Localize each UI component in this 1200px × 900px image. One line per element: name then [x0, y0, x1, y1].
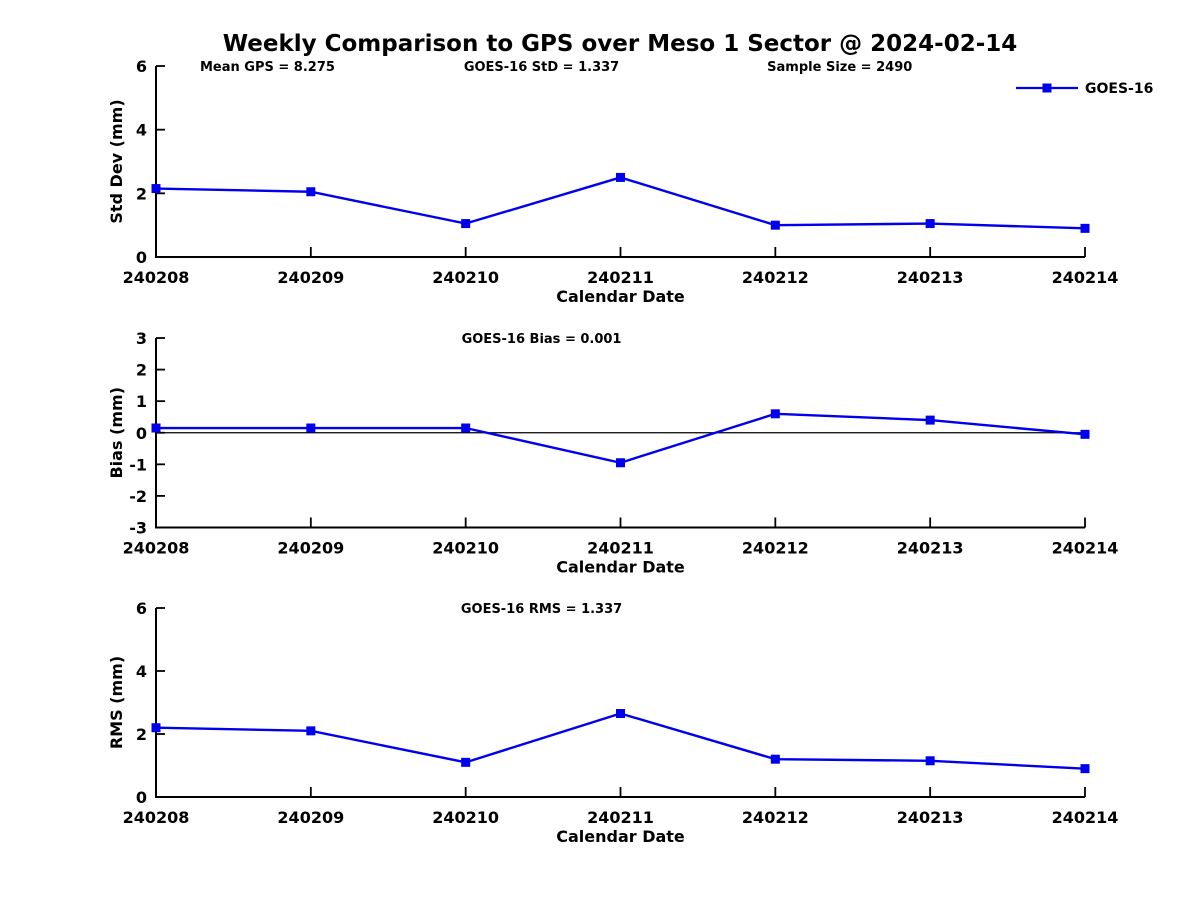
y-tick-label: -3	[129, 519, 147, 538]
data-point-marker	[151, 723, 161, 733]
series-line-goes-16	[155, 712, 1086, 770]
x-tick-label: 240208	[123, 268, 190, 287]
data-point-marker	[461, 219, 471, 229]
x-tick-label: 240211	[587, 268, 654, 287]
data-point-marker	[151, 184, 161, 194]
x-tick-label: 240209	[277, 539, 344, 558]
data-point-marker	[461, 423, 471, 433]
y-tick-label: 0	[136, 248, 147, 267]
data-point-marker	[1080, 764, 1090, 774]
x-tick-label: 240208	[123, 539, 190, 558]
subplot-rms: 0 2 4 6 240208 240209 240210 240211 240212 240213…	[107, 599, 1118, 846]
y-axis-label: Std Dev (mm)	[107, 99, 126, 223]
y-tick-label: 2	[136, 184, 147, 203]
y-tick-label: 3	[136, 329, 147, 348]
data-point-marker	[770, 754, 780, 764]
data-point-marker	[616, 458, 625, 468]
y-tick-label: 4	[136, 662, 147, 681]
x-axis-label: Calendar Date	[556, 558, 685, 577]
y-tick-label: 4	[136, 121, 147, 140]
data-point-marker	[770, 409, 780, 419]
data-point-marker	[306, 726, 316, 736]
data-point-marker	[1080, 223, 1090, 233]
x-tick-label: 240213	[897, 539, 964, 558]
x-tick-label: 240210	[432, 268, 499, 287]
data-point-marker	[770, 220, 780, 230]
y-tick-label: 6	[136, 57, 147, 76]
annotation: GOES-16 StD = 1.337	[464, 60, 619, 75]
data-point-marker	[1080, 429, 1090, 439]
y-tick-label: 2	[136, 361, 147, 380]
annotation: Sample Size = 2490	[767, 60, 912, 75]
data-point-marker	[461, 757, 471, 767]
subplot-std-dev: 0 2 4 6 240208 240209 240210 240211 240212 240213…	[107, 57, 1153, 306]
axis-spines	[155, 608, 1085, 798]
x-axis-label: Calendar Date	[556, 827, 685, 846]
data-point-marker	[925, 219, 935, 229]
data-point-marker	[616, 709, 625, 719]
x-tick-label: 240210	[432, 539, 499, 558]
legend-label: GOES-16	[1085, 81, 1153, 97]
annotation: GOES-16 RMS = 1.337	[461, 602, 622, 617]
x-axis-label: Calendar Date	[556, 287, 685, 306]
y-tick-label: 6	[136, 599, 147, 618]
chart-title: Weekly Comparison to GPS over Meso 1 Sec…	[222, 31, 1018, 57]
axis-spines	[155, 66, 1085, 258]
x-tick-label: 240210	[432, 808, 499, 827]
data-point-marker	[306, 423, 316, 433]
x-tick-label: 240212	[742, 808, 809, 827]
data-point-marker	[306, 187, 316, 197]
data-point-marker	[925, 756, 935, 766]
x-tick-label: 240214	[1052, 268, 1119, 287]
data-point-marker	[151, 423, 161, 433]
y-axis-label: RMS (mm)	[107, 656, 126, 749]
x-tick-label: 240213	[897, 808, 964, 827]
y-tick-label: 0	[136, 788, 147, 807]
annotation: Mean GPS = 8.275	[200, 60, 335, 75]
x-tick-label: 240214	[1052, 539, 1119, 558]
data-point-marker	[925, 415, 935, 425]
series-line-goes-16	[156, 412, 1086, 464]
y-tick-label: 1	[136, 392, 147, 411]
data-point-marker	[616, 172, 625, 182]
x-tick-label: 240209	[277, 268, 344, 287]
series-line-goes-16	[155, 176, 1086, 230]
x-tick-label: 240213	[897, 268, 964, 287]
x-tick-label: 240214	[1052, 808, 1119, 827]
y-tick-label: -2	[129, 487, 147, 506]
annotation: GOES-16 Bias = 0.001	[462, 332, 622, 347]
x-tick-label: 240212	[742, 539, 809, 558]
y-axis-label: Bias (mm)	[107, 387, 126, 479]
x-tick-label: 240209	[277, 808, 344, 827]
y-tick-label: 0	[136, 424, 147, 443]
y-tick-label: -1	[129, 455, 147, 474]
x-tick-label: 240211	[587, 808, 654, 827]
legend-marker	[1042, 83, 1052, 93]
x-tick-label: 240211	[587, 539, 654, 558]
x-tick-label: 240208	[123, 808, 190, 827]
y-tick-label: 2	[136, 725, 147, 744]
legend: GOES-16	[1016, 81, 1153, 97]
x-tick-label: 240212	[742, 268, 809, 287]
